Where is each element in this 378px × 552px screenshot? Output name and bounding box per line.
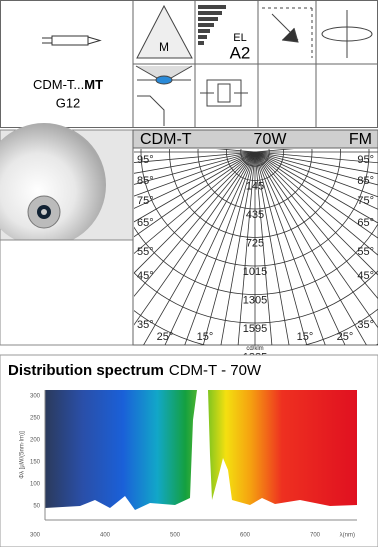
lamp-photo [0,123,133,345]
beam-icon [262,8,312,58]
energy-class: A2 [230,43,251,62]
angle-label-bottom: 15° [197,331,214,343]
angle-label-right: 95° [357,154,374,166]
polar-power: 70W [254,131,288,148]
spectrum-title: Distribution spectrum [8,362,164,379]
angle-label-left: 75° [137,195,154,207]
lamp-name-bold: MT [84,77,103,92]
intensity-label: 1015 [243,266,267,278]
angle-label-right: 55° [357,246,374,258]
rotation-icon [322,10,372,58]
angle-label-right: 75° [357,195,374,207]
x-tick-label: 500 [170,533,181,539]
y-tick-label: 150 [30,460,41,466]
y-tick-label: 100 [30,482,41,488]
angle-label-left: 35° [137,319,154,331]
polar-lamp: CDM-T [140,131,192,148]
angle-label-bottom: 15° [297,331,314,343]
angle-label-bottom: 25° [157,331,174,343]
angle-label-left: 95° [137,154,154,166]
x-tick-label: 700 [310,533,321,539]
angle-label-left: 55° [137,246,154,258]
angle-label-left: 65° [137,217,154,229]
intensity-label: 1305 [243,294,267,306]
spectrum-x-unit: λ(nm) [340,533,355,539]
ballast-icon [136,66,248,126]
x-tick-label: 600 [240,533,251,539]
lamp-name-prefix: CDM-T... [33,77,84,92]
angle-label-right: 45° [357,270,374,282]
lamp-icon [42,36,100,45]
y-tick-label: 50 [33,504,40,510]
y-tick-label: 250 [30,416,41,422]
spectrum-subtitle: CDM-T - 70W [169,362,262,379]
spectrum-y-unit: Φλ [µW/(5nm·lm)] [20,431,26,479]
angle-label-left: 85° [137,175,154,187]
energy-bars [198,5,226,45]
angle-label-bottom: 25° [337,331,354,343]
intensity-label: 1595 [243,323,267,335]
polar-beam: FM [349,131,372,148]
y-tick-label: 300 [30,394,41,400]
angle-label-left: 45° [137,270,154,282]
x-tick-label: 400 [100,533,111,539]
angle-label-right: 35° [357,319,374,331]
angle-label-right: 85° [357,175,374,187]
intensity-unit: cd/klm [246,346,263,352]
x-tick-label: 300 [30,533,41,539]
intensity-label: 435 [246,209,264,221]
angle-label-right: 65° [357,217,374,229]
mounting-label: M [159,40,169,54]
lamp-name: CDM-T...MT [33,77,103,92]
energy-label: EL [233,32,246,44]
spectrum-heading: Distribution spectrum CDM-T - 70W [8,362,262,379]
lamp-base: G12 [56,95,81,110]
y-tick-label: 200 [30,438,41,444]
intensity-label: 725 [246,237,264,249]
intensity-label: 145 [246,180,264,192]
